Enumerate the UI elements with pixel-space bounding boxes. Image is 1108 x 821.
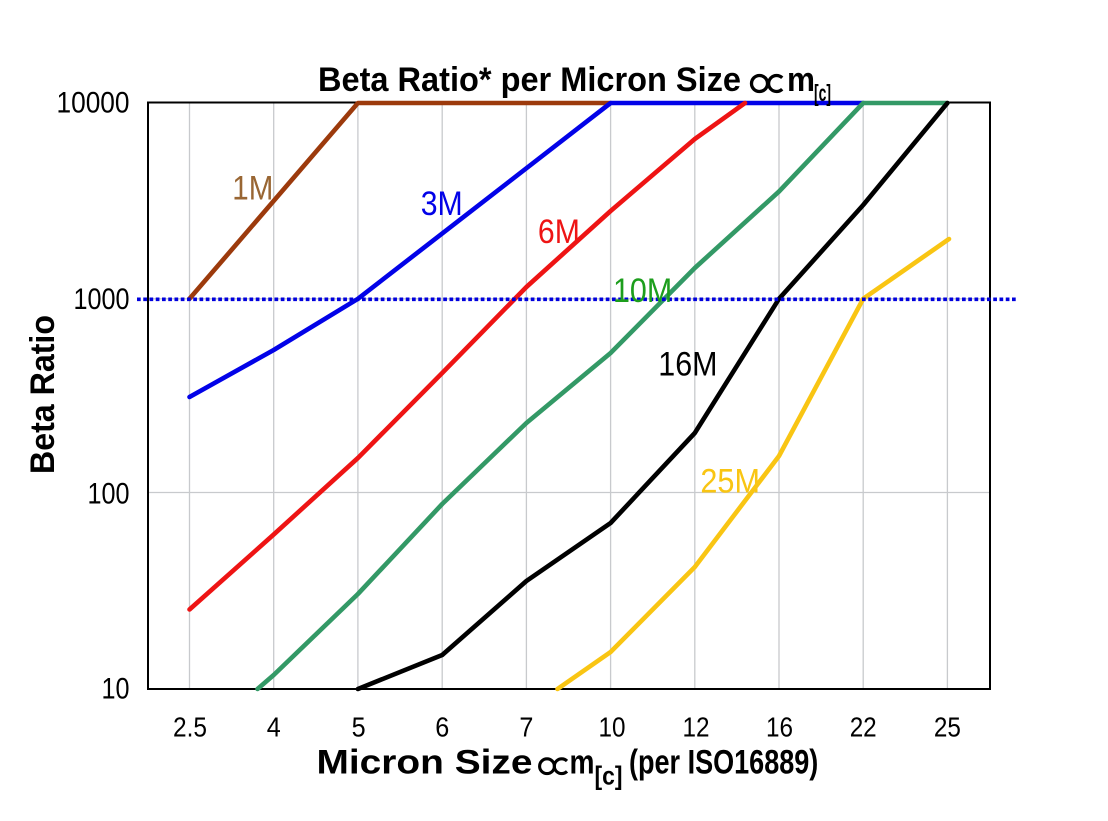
svg-text:16M: 16M [658,346,717,384]
svg-text:1000: 1000 [74,283,130,316]
svg-text:[c]: [c] [814,80,831,106]
svg-text:4: 4 [267,712,281,743]
svg-text:100: 100 [88,478,130,511]
svg-text:25: 25 [934,712,961,743]
svg-text:2.5: 2.5 [173,712,207,743]
svg-text:m: m [787,61,815,99]
svg-text:10: 10 [102,673,130,706]
svg-text:Beta Ratio* per Micron Size: Beta Ratio* per Micron Size [318,61,741,99]
svg-text:[c]: [c] [595,761,623,791]
svg-text:10M: 10M [613,272,672,310]
svg-text:1M: 1M [232,169,273,207]
svg-text:(per ISO16889): (per ISO16889) [629,744,818,782]
svg-text:16: 16 [766,712,793,743]
svg-text:12: 12 [683,712,710,743]
svg-text:Beta Ratio: Beta Ratio [24,315,62,474]
svg-text:10: 10 [599,712,626,743]
svg-text:5: 5 [352,712,366,743]
svg-text:3M: 3M [421,185,463,223]
svg-text:Micron Size: Micron Size [317,744,533,782]
svg-text:22: 22 [850,712,877,743]
svg-text:10000: 10000 [57,87,130,120]
svg-text:6M: 6M [538,213,580,251]
svg-text:7: 7 [519,712,533,743]
svg-text:6: 6 [435,712,449,743]
svg-text:25M: 25M [700,463,760,501]
svg-text:m: m [570,744,595,782]
